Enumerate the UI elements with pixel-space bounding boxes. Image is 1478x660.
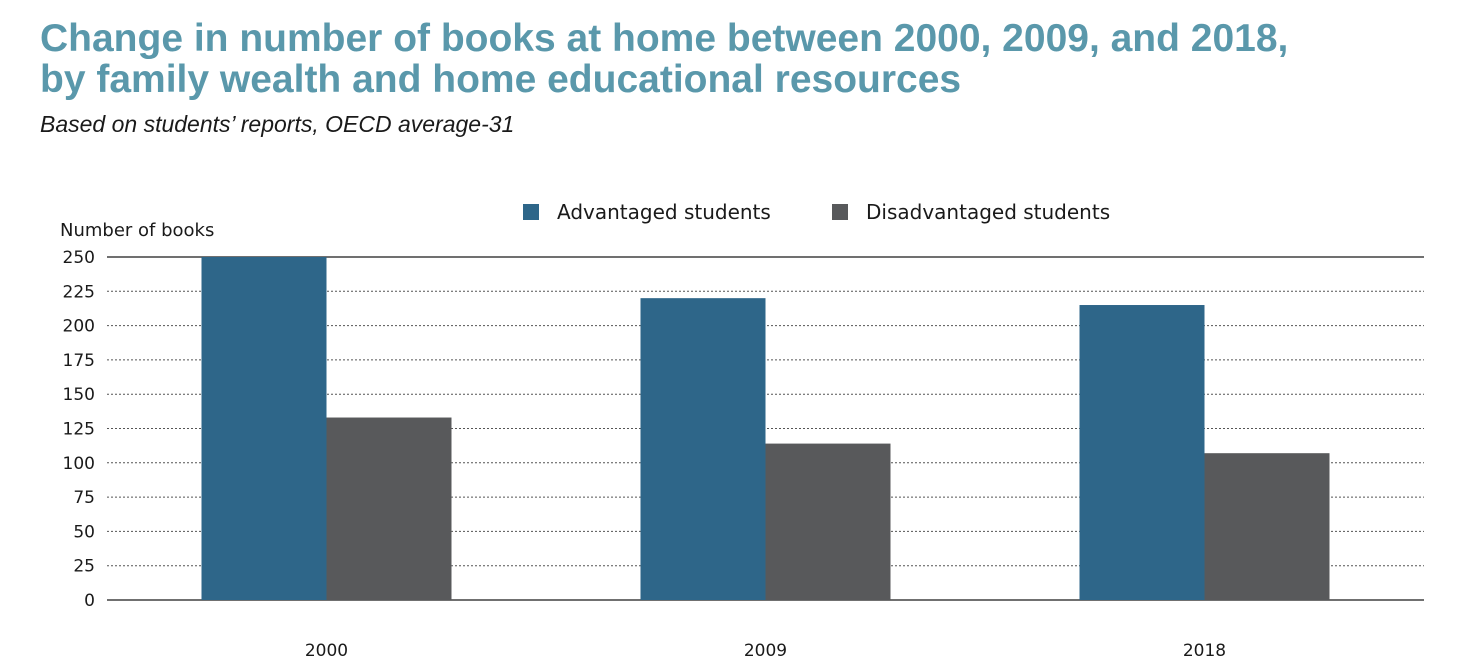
y-tick-label: 100 [63,454,95,474]
chart-subtitle: Based on students’ reports, OECD average… [40,111,515,137]
y-tick-label: 125 [63,420,95,440]
y-tick-label: 50 [73,522,95,542]
y-tick-label: 75 [73,488,95,508]
legend-swatch [832,204,848,220]
x-axis-ticks: 2000 2009 2018 [305,641,1226,660]
bar-advantaged-2000 [201,257,327,600]
legend: Advantaged students Disadvantaged student… [523,200,1110,224]
chart-title: Change in number of books at home betwee… [40,18,1460,100]
x-tick-label: 2009 [744,641,787,660]
y-tick-label: 200 [63,317,95,337]
legend-label: Advantaged students [557,200,771,224]
chart-title-line-2: by family wealth and home educational re… [40,58,962,101]
x-tick-label: 2018 [1183,641,1226,660]
legend-swatch [523,204,539,220]
y-axis-ticks: 0 25 50 75 100 125 150 175 200 225 250 [63,248,95,611]
y-tick-label: 150 [63,385,95,405]
bar-advantaged-2009 [640,298,766,600]
bar-disadvantaged-2009 [765,443,891,600]
bar-advantaged-2018 [1079,305,1205,600]
y-axis-label: Number of books [60,220,214,241]
legend-label: Disadvantaged students [866,200,1110,224]
y-tick-label: 250 [63,248,95,268]
bar-disadvantaged-2018 [1204,453,1330,600]
bar-disadvantaged-2000 [326,417,452,600]
chart-title-line-1: Change in number of books at home betwee… [40,17,1289,60]
y-tick-label: 175 [63,351,95,371]
y-tick-label: 25 [73,557,95,577]
x-tick-label: 2000 [305,641,348,660]
y-tick-label: 0 [84,591,95,611]
y-tick-label: 225 [63,282,95,302]
bars [201,257,1330,600]
